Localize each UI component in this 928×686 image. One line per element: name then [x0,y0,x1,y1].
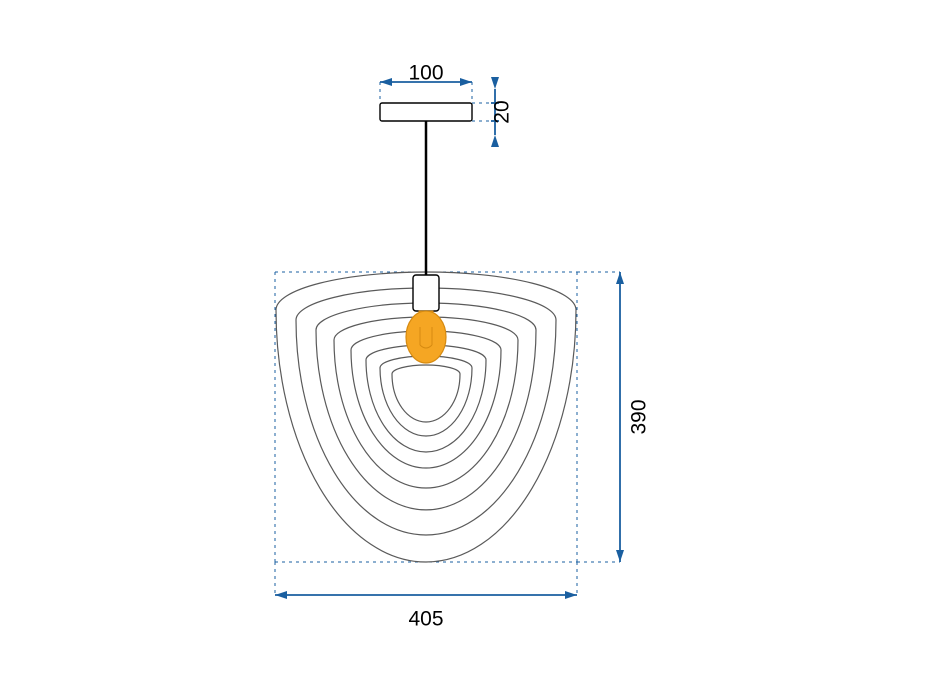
lamp-socket [413,275,439,311]
shade-ring-6 [380,356,472,436]
shade-ring-7 [392,365,460,422]
label-shade-width: 405 [408,608,443,631]
label-canopy-width: 100 [408,62,443,85]
label-canopy-height: 20 [491,100,514,123]
ceiling-canopy [380,103,472,121]
lamp-technical-drawing: 100 20 405 390 [0,0,928,686]
label-shade-height: 390 [628,399,651,434]
light-bulb [406,311,446,363]
